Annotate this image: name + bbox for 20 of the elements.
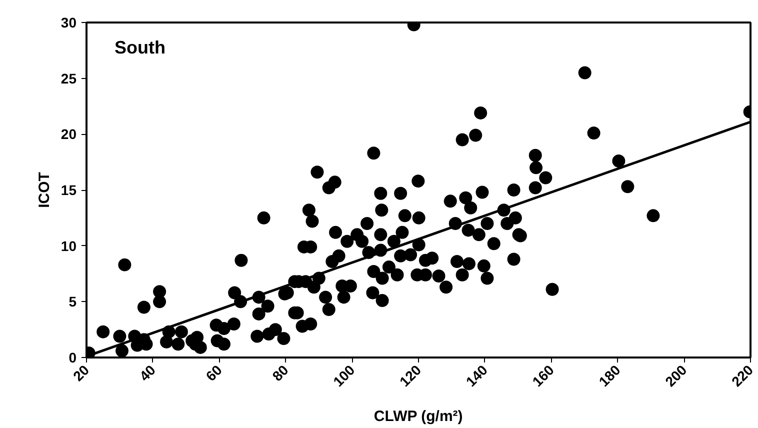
x-tick-label: 200 <box>662 362 690 390</box>
text: South <box>114 38 166 58</box>
x-tick-label: 180 <box>596 362 624 390</box>
y-tick-label: 15 <box>60 182 77 198</box>
x-tick-label: 100 <box>330 362 358 390</box>
x-tick-label: 220 <box>728 362 756 390</box>
y-tick-label: 10 <box>60 238 77 254</box>
x-tick-label: 80 <box>269 362 292 384</box>
y-tick-label: 20 <box>60 126 77 142</box>
x-tick-label: 120 <box>396 362 424 390</box>
y-tick-label: 0 <box>68 350 77 366</box>
x-tick-label: 60 <box>202 362 226 384</box>
x-tick-label: 160 <box>529 362 558 390</box>
x-axis-title: CLWP (g/m²) <box>374 408 463 426</box>
y-axis-title: ICOT <box>36 172 53 208</box>
x-tick-label: 40 <box>136 362 159 384</box>
y-tick-label: 25 <box>60 70 77 86</box>
y-tick-label: 30 <box>60 14 77 30</box>
x-tick-label: 140 <box>462 362 491 390</box>
y-tick-label: 5 <box>68 294 77 310</box>
